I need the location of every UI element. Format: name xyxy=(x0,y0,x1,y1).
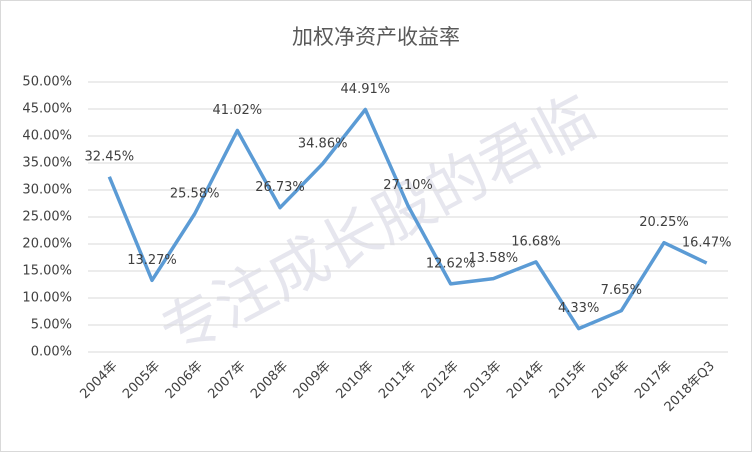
data-label: 13.58% xyxy=(469,251,519,266)
y-tick-label: 5.00% xyxy=(31,318,72,333)
data-label: 16.68% xyxy=(511,234,561,249)
data-label: 27.10% xyxy=(383,178,433,193)
chart-title: 加权净资产收益率 xyxy=(292,25,460,49)
y-tick-label: 35.00% xyxy=(22,156,72,171)
y-tick-label: 10.00% xyxy=(22,291,72,306)
y-tick-label: 30.00% xyxy=(22,183,72,198)
line-series xyxy=(107,107,708,331)
data-label: 26.73% xyxy=(255,180,305,195)
y-tick-label: 40.00% xyxy=(22,129,72,144)
y-tick-label: 25.00% xyxy=(22,210,72,225)
data-label: 16.47% xyxy=(682,236,732,251)
data-label: 4.33% xyxy=(558,301,599,316)
data-label: 12.62% xyxy=(426,256,476,271)
data-label: 7.65% xyxy=(601,283,642,298)
data-label: 32.45% xyxy=(85,149,135,164)
y-tick-label: 15.00% xyxy=(22,264,72,279)
data-label: 13.27% xyxy=(127,253,177,268)
y-tick-label: 20.00% xyxy=(22,237,72,252)
data-label: 25.58% xyxy=(170,186,220,201)
y-tick-label: 0.00% xyxy=(31,345,72,360)
y-tick-label: 45.00% xyxy=(22,102,72,117)
y-tick-label: 50.00% xyxy=(22,75,72,90)
data-label: 34.86% xyxy=(298,136,348,151)
data-label: 20.25% xyxy=(639,215,689,230)
data-label: 44.91% xyxy=(341,82,391,97)
data-label: 41.02% xyxy=(213,103,263,118)
